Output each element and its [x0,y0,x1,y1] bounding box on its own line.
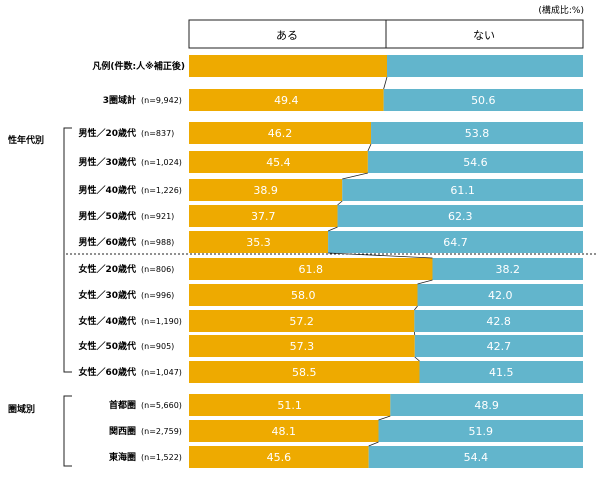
data-label-yes: 45.6 [267,451,292,464]
connector-line [328,253,432,258]
bracket-region [64,396,72,466]
row-label: 3圏域計 [103,94,136,106]
data-label-no: 42.7 [487,340,512,353]
legend-yes-swatch [189,55,387,77]
row-label: 関西圏 [109,426,136,437]
row-n: (n=9,942) [141,96,182,105]
row-label: 女性／60歳代 [78,366,136,378]
connector-line [415,357,420,361]
data-label-yes: 37.7 [251,210,276,223]
data-label-no: 62.3 [448,210,473,223]
connector-line [418,280,433,284]
row-label: 男性／30歳代 [78,156,136,168]
data-label-yes: 57.2 [289,315,314,328]
row-n: (n=921) [141,212,174,221]
data-label-yes: 57.3 [290,340,315,353]
section-label-region: 圏域別 [8,403,35,415]
row-n: (n=1,047) [141,368,182,377]
row-n: (n=806) [141,265,174,274]
data-label-yes: 45.4 [266,156,291,169]
data-label-yes: 48.1 [272,425,297,438]
row-n: (n=1,522) [141,453,182,462]
section-label-gender-age: 性年代別 [8,134,44,146]
row-n: (n=1,024) [141,158,182,167]
data-label-no: 54.6 [463,156,488,169]
legend-label: 凡例(件数:人※補正後) [91,60,185,72]
legend-no-swatch [387,55,583,77]
data-label-yes: 35.3 [246,236,271,249]
data-label-no: 54.4 [464,451,489,464]
row-n: (n=2,759) [141,427,182,436]
data-label-no: 50.6 [471,94,496,107]
row-n: (n=996) [141,291,174,300]
row-label: 男性／40歳代 [78,184,136,196]
data-label-no: 38.2 [495,263,520,276]
connector-line [384,77,387,89]
row-n: (n=1,190) [141,317,182,326]
data-label-yes: 58.5 [292,366,317,379]
row-label: 女性／30歳代 [78,289,136,301]
row-label: 女性／20歳代 [78,263,136,275]
data-label-no: 64.7 [443,236,468,249]
header-yes-label: ある [276,29,298,42]
row-label: 男性／60歳代 [78,236,136,248]
data-label-yes: 46.2 [268,127,293,140]
data-label-yes: 51.1 [277,399,302,412]
connector-line [328,227,337,231]
bar-rows: 49.4 50.6 3圏域計 (n=9,942) 46.2 53.8 男性／20歳代 (n=8… [78,89,583,468]
data-label-no: 42.0 [488,289,513,302]
data-label-no: 48.9 [474,399,499,412]
row-n: (n=905) [141,342,174,351]
connector-line [342,173,368,179]
row-label: 男性／50歳代 [78,210,136,222]
data-label-yes: 49.4 [274,94,299,107]
connector-line [414,306,417,310]
connector-line [379,416,391,420]
row-label: 女性／40歳代 [78,315,136,327]
row-label: 男性／20歳代 [78,127,136,139]
connector-line [369,442,379,446]
connector-line [368,144,371,151]
connector-line [338,201,343,205]
bracket-gender-age [64,128,72,372]
data-label-no: 42.8 [486,315,511,328]
row-label: 東海圏 [109,451,136,463]
unit-note: (構成比:%) [538,4,584,16]
row-label: 女性／50歳代 [78,340,136,352]
data-label-no: 61.1 [450,184,475,197]
row-n: (n=1,226) [141,186,182,195]
data-label-no: 53.8 [465,127,490,140]
data-label-yes: 38.9 [253,184,278,197]
data-label-no: 41.5 [489,366,514,379]
row-n: (n=5,660) [141,401,182,410]
row-n: (n=837) [141,129,174,138]
data-label-yes: 61.8 [298,263,323,276]
data-label-yes: 58.0 [291,289,316,302]
header-no-label: ない [473,29,495,42]
row-n: (n=988) [141,238,174,247]
row-label: 首都圏 [109,399,136,411]
data-label-no: 51.9 [469,425,494,438]
